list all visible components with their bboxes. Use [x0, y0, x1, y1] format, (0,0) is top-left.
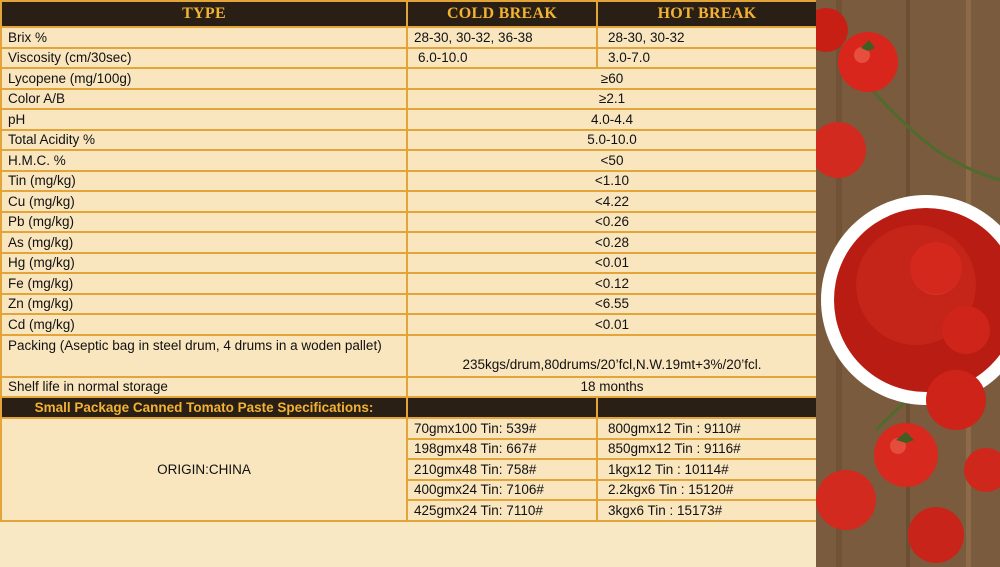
small-package-right: 800gmx12 Tin : 9110# [596, 417, 818, 440]
packing-label: Packing (Aseptic bag in steel drum, 4 dr… [0, 333, 408, 378]
shelf-life-value: 18 months [406, 375, 818, 398]
table-row: As (mg/kg) <0.28 [0, 231, 818, 254]
small-package-title: Small Package Canned Tomato Paste Specif… [0, 396, 408, 419]
row-label: Fe (mg/kg) [0, 272, 408, 295]
small-package-left: 210gmx48 Tin: 758# [406, 458, 598, 481]
small-package-left: 400gmx24 Tin: 7106# [406, 478, 598, 501]
table-row: Zn (mg/kg) <6.55 [0, 292, 818, 315]
row-value: 5.0-10.0 [406, 128, 818, 151]
small-package-left: 198gmx48 Tin: 667# [406, 437, 598, 460]
small-package-row: 400gmx24 Tin: 7106# 2.2kgx6 Tin : 15120# [1, 478, 818, 501]
spec-sheet: TYPE COLD BREAK HOT BREAK Brix % 28-30, … [0, 0, 818, 522]
origin-label: ORIGIN:CHINA [0, 417, 408, 522]
header-cold-break: COLD BREAK [406, 0, 598, 28]
row-label: Lycopene (mg/100g) [0, 67, 408, 90]
row-value: ≥2.1 [406, 87, 818, 110]
small-package-row: 198gmx48 Tin: 667# 850gmx12 Tin : 9116# [1, 437, 818, 460]
shelf-life-label: Shelf life in normal storage [0, 375, 408, 398]
row-label: Cd (mg/kg) [0, 313, 408, 336]
table-row: Cd (mg/kg) <0.01 [0, 313, 818, 336]
hot-value: 3.0-7.0 [596, 46, 818, 69]
small-package-header-blank-2 [596, 396, 818, 419]
small-package-right: 1kgx12 Tin : 10114# [596, 458, 818, 481]
table-row: Viscosity (cm/30sec) 6.0-10.0 3.0-7.0 [0, 46, 818, 69]
row-value: 4.0-4.4 [406, 108, 818, 131]
row-value: ≥60 [406, 67, 818, 90]
row-label: Color A/B [0, 87, 408, 110]
packing-value: 235kgs/drum,80drums/20’fcl,N.W.19mt+3%/2… [406, 333, 818, 378]
table-row-packing: Packing (Aseptic bag in steel drum, 4 dr… [0, 333, 818, 378]
header-hot-break: HOT BREAK [596, 0, 818, 28]
row-value: <0.01 [406, 313, 818, 336]
row-value: <0.01 [406, 251, 818, 274]
row-value: <0.26 [406, 210, 818, 233]
small-package-right: 2.2kgx6 Tin : 15120# [596, 478, 818, 501]
header-type: TYPE [0, 0, 408, 28]
table-row: Tin (mg/kg) <1.10 [0, 169, 818, 192]
row-label: H.M.C. % [0, 149, 408, 172]
table-row: Fe (mg/kg) <0.12 [0, 272, 818, 295]
table-row: Lycopene (mg/100g) ≥60 [0, 67, 818, 90]
table-row: Pb (mg/kg) <0.26 [0, 210, 818, 233]
row-value: <0.12 [406, 272, 818, 295]
row-value: <50 [406, 149, 818, 172]
small-package-header-blank-1 [406, 396, 598, 419]
row-label: Total Acidity % [0, 128, 408, 151]
row-value: <6.55 [406, 292, 818, 315]
row-value: <0.28 [406, 231, 818, 254]
table-row: Brix % 28-30, 30-32, 36-38 28-30, 30-32 [0, 26, 818, 49]
row-label: Viscosity (cm/30sec) [0, 46, 408, 69]
row-label: Pb (mg/kg) [0, 210, 408, 233]
small-package-header: Small Package Canned Tomato Paste Specif… [0, 396, 818, 419]
spec-table: TYPE COLD BREAK HOT BREAK Brix % 28-30, … [0, 0, 818, 522]
header-row: TYPE COLD BREAK HOT BREAK [0, 0, 818, 28]
table-row: Cu (mg/kg) <4.22 [0, 190, 818, 213]
table-row: Total Acidity % 5.0-10.0 [0, 128, 818, 151]
row-label: Zn (mg/kg) [0, 292, 408, 315]
row-label: Hg (mg/kg) [0, 251, 408, 274]
small-package-left: 70gmx100 Tin: 539# [406, 417, 598, 440]
row-label: Cu (mg/kg) [0, 190, 408, 213]
tomato-illustration [816, 0, 1000, 567]
row-label: pH [0, 108, 408, 131]
row-label: As (mg/kg) [0, 231, 408, 254]
table-row: H.M.C. % <50 [0, 149, 818, 172]
cold-value: 6.0-10.0 [406, 46, 598, 69]
table-row: Color A/B ≥2.1 [0, 87, 818, 110]
row-value: <1.10 [406, 169, 818, 192]
table-row: pH 4.0-4.4 [0, 108, 818, 131]
small-package-left: 425gmx24 Tin: 7110# [406, 499, 598, 522]
table-row-shelf-life: Shelf life in normal storage 18 months [0, 375, 818, 398]
small-package-right: 850gmx12 Tin : 9116# [596, 437, 818, 460]
tomato-photo [816, 0, 1000, 567]
cold-value: 28-30, 30-32, 36-38 [406, 26, 598, 49]
row-label: Tin (mg/kg) [0, 169, 408, 192]
row-value: <4.22 [406, 190, 818, 213]
hot-value: 28-30, 30-32 [596, 26, 818, 49]
small-package-row: 425gmx24 Tin: 7110# 3kgx6 Tin : 15173# [1, 499, 818, 522]
small-package-right: 3kgx6 Tin : 15173# [596, 499, 818, 522]
small-package-row: 210gmx48 Tin: 758# 1kgx12 Tin : 10114# [1, 458, 818, 481]
small-package-row: ORIGIN:CHINA 70gmx100 Tin: 539# 800gmx12… [0, 417, 818, 522]
row-label: Brix % [0, 26, 408, 49]
table-row: Hg (mg/kg) <0.01 [0, 251, 818, 274]
